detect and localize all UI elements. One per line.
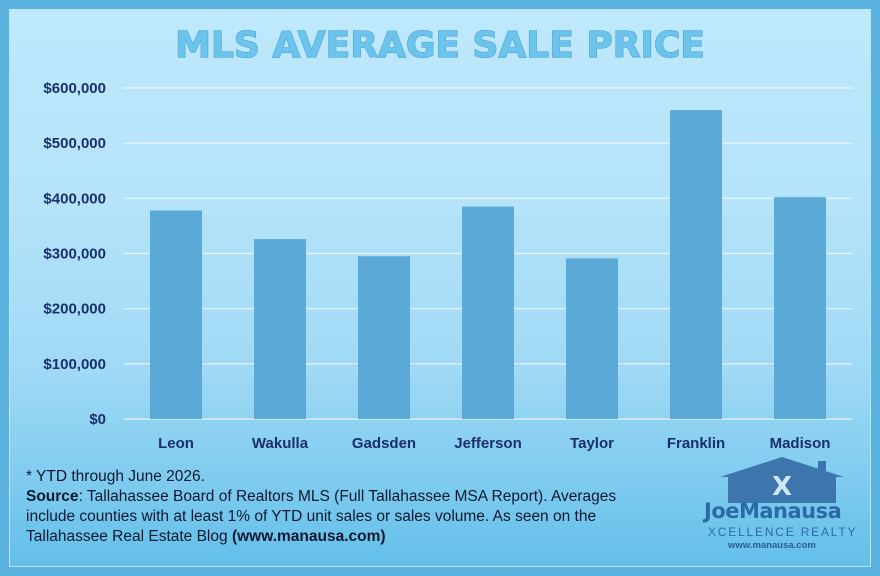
brand-logo: X JoeManausa XCELLENCE REALTY www.manaus… bbox=[700, 455, 865, 555]
svg-text:X: X bbox=[772, 472, 792, 502]
x-tick-label: Taylor bbox=[570, 435, 614, 452]
x-tick-label: Madison bbox=[770, 435, 831, 452]
source-site: (www.manausa.com) bbox=[231, 528, 386, 545]
bar-leon bbox=[150, 210, 202, 419]
y-tick-label: $600,000 bbox=[43, 80, 106, 97]
footnote-ytd: * YTD through June 2026. bbox=[26, 468, 205, 485]
source-text: : Tallahassee Board of Realtors MLS (Ful… bbox=[26, 488, 617, 545]
bar-franklin bbox=[670, 110, 722, 420]
x-tick-label: Gadsden bbox=[352, 435, 416, 452]
y-tick-label: $400,000 bbox=[43, 190, 106, 207]
bars bbox=[150, 110, 826, 420]
x-tick-label: Jefferson bbox=[454, 435, 522, 452]
y-tick-label: $100,000 bbox=[43, 356, 106, 373]
y-tick-label: $0 bbox=[89, 411, 106, 428]
y-tick-label: $500,000 bbox=[43, 135, 106, 152]
x-tick-label: Leon bbox=[158, 435, 194, 452]
bar-gadsden bbox=[358, 256, 410, 419]
chart-title: MLS AVERAGE SALE PRICE bbox=[175, 25, 705, 66]
logo-url: www.manausa.com bbox=[728, 540, 816, 551]
house-x-logo-icon: X bbox=[720, 457, 844, 503]
logo-subtitle: XCELLENCE REALTY bbox=[708, 525, 858, 539]
bar-wakulla bbox=[254, 239, 306, 419]
bar-taylor bbox=[566, 258, 618, 419]
footnote: * YTD through June 2026. Source: Tallaha… bbox=[26, 467, 666, 547]
x-tick-label: Wakulla bbox=[252, 435, 309, 452]
y-tick-label: $200,000 bbox=[43, 301, 106, 318]
x-axis-ticks: Leon Wakulla Gadsden Jefferson Taylor Frankli… bbox=[158, 435, 830, 452]
source-label: Source bbox=[26, 488, 79, 505]
y-tick-label: $300,000 bbox=[43, 246, 106, 263]
x-tick-label: Franklin bbox=[667, 435, 725, 452]
y-axis-ticks: $0 $100,000 $200,000 $300,000 $400,000 $500,0… bbox=[43, 80, 106, 428]
footnote-source: Source: Tallahassee Board of Realtors ML… bbox=[26, 487, 666, 547]
bar-jefferson bbox=[462, 206, 514, 419]
bar-madison bbox=[774, 197, 826, 419]
logo-name: JoeManausa bbox=[704, 499, 842, 523]
